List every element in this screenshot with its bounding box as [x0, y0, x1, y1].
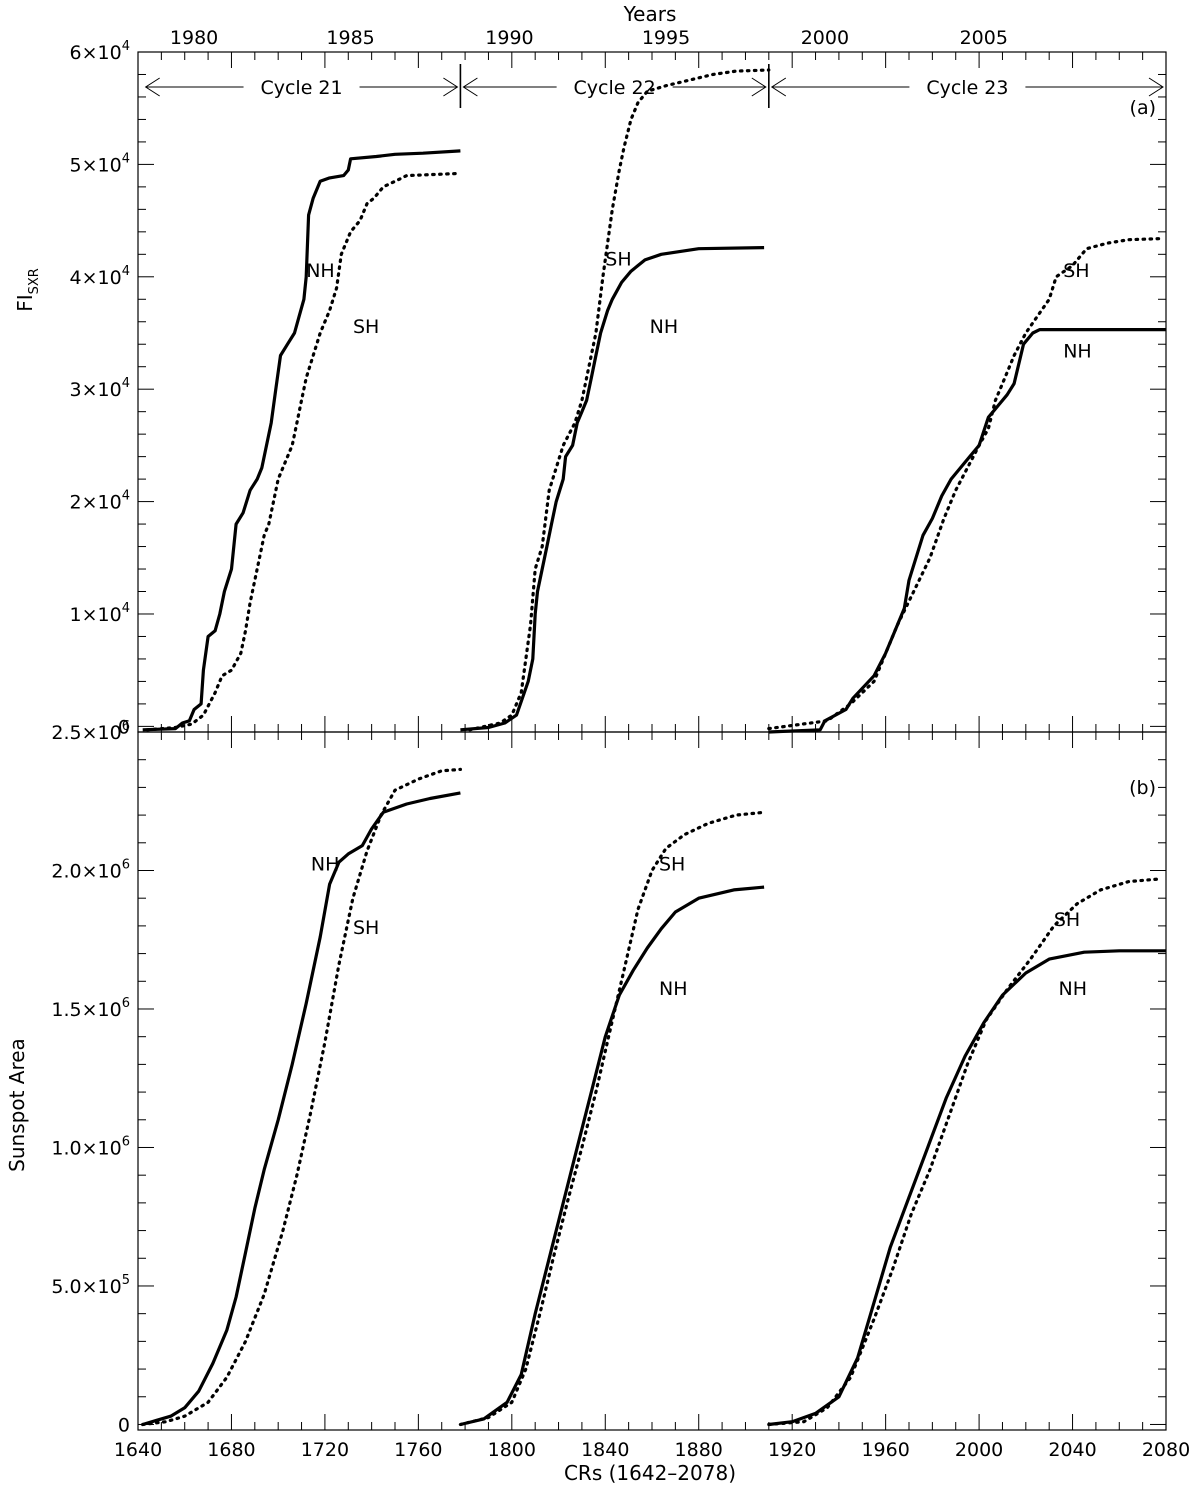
- xtick-label: 1840: [581, 1439, 629, 1461]
- series-sh-line-1: [141, 767, 462, 1427]
- ytick-label: 0: [118, 1414, 130, 1436]
- panel-a-label: (a): [1130, 97, 1156, 119]
- ytick-label: 6×104: [70, 39, 130, 64]
- series-sh-line-2: [468, 68, 771, 732]
- series-annotation: NH: [1059, 978, 1088, 1000]
- panel-a: 0 1×104 2×104 3×104 4×104 5×104 6×104 NH SH SH NH S…: [70, 39, 1167, 738]
- year-label: 2000: [801, 27, 849, 49]
- cycle-bracket: Cycle 22: [462, 77, 767, 99]
- ytick-label: 1×104: [70, 601, 130, 626]
- xtick-label: 2040: [1048, 1439, 1096, 1461]
- xtick-label: 1640: [114, 1439, 162, 1461]
- panel-b-frame: [137, 731, 1167, 1431]
- xtick-label: 1800: [488, 1439, 536, 1461]
- ytick-label: 2.0×106: [51, 857, 130, 882]
- cycle-bracket: Cycle 23: [770, 77, 1164, 99]
- cycle-label: Cycle 23: [926, 77, 1008, 99]
- series-annotation: SH: [1054, 909, 1080, 931]
- series-annotation: SH: [659, 853, 685, 875]
- series-nh-line-1: [142, 791, 461, 1427]
- panel-b: 0 5.0×105 1.0×106 1.5×106 2.0×106 2.5×106 NH SH…: [51, 719, 1167, 1436]
- ytick-label: 3×104: [70, 376, 130, 401]
- top-axis: 1980 1985 1990 1995 2000 2005: [170, 27, 1008, 49]
- top-axis-title: Years: [623, 2, 677, 26]
- xtick-label: 2080: [1142, 1439, 1190, 1461]
- bottom-axis-title: CRs (1642–2078): [564, 1461, 736, 1485]
- series-sh-line-1: [145, 171, 462, 732]
- year-label: 1980: [170, 27, 218, 49]
- series-annotation: SH: [605, 249, 631, 271]
- cycle-label: Cycle 21: [260, 77, 342, 99]
- series-annotation: SH: [353, 316, 379, 338]
- xtick-label: 2000: [955, 1439, 1003, 1461]
- cycle-label: Cycle 22: [574, 77, 656, 99]
- series-nh-line-3: [768, 328, 1166, 734]
- bottom-axis: 1640 1680 1720 1760 1800 1840 1880 1920 1960 2000…: [114, 1439, 1190, 1461]
- series-sh-line-2: [458, 810, 766, 1427]
- series-annotation: NH: [659, 978, 688, 1000]
- series-sh-line-3: [767, 877, 1163, 1427]
- ytick-label: 2×104: [70, 489, 130, 514]
- ytick-label: 1.0×106: [51, 1134, 130, 1159]
- year-label: 1995: [642, 27, 690, 49]
- ytick-label: 4×104: [70, 264, 130, 289]
- panel-a-ylabel: FISXR: [13, 268, 42, 312]
- panel-b-ylabel: Sunspot Area: [5, 1038, 29, 1172]
- series-nh-line-2: [460, 246, 765, 732]
- series-nh-line-3: [768, 949, 1166, 1427]
- cycle-bracket: Cycle 21: [144, 77, 459, 99]
- ytick-label: 1.5×106: [51, 996, 130, 1021]
- panel-b-label: (b): [1129, 777, 1156, 799]
- xtick-label: 1880: [675, 1439, 723, 1461]
- ytick-label: 0: [118, 716, 130, 738]
- panel-a-frame: [137, 51, 1167, 733]
- xtick-label: 1760: [394, 1439, 442, 1461]
- series-nh-line-2: [460, 885, 765, 1427]
- ytick-label: 5.0×105: [51, 1273, 130, 1298]
- series-annotation: NH: [306, 260, 335, 282]
- year-label: 1985: [326, 27, 374, 49]
- ytick-label: 2.5×106: [51, 719, 130, 744]
- series-annotation: NH: [311, 853, 340, 875]
- ytick-label: 5×104: [70, 151, 130, 176]
- year-label: 2005: [960, 27, 1008, 49]
- series-sh-line-3: [767, 237, 1163, 731]
- series-annotation: NH: [650, 316, 679, 338]
- series-annotation: NH: [1063, 341, 1092, 363]
- series-nh-line-1: [142, 149, 461, 732]
- xtick-label: 1680: [207, 1439, 255, 1461]
- xtick-label: 1720: [301, 1439, 349, 1461]
- series-annotation: SH: [353, 917, 379, 939]
- year-label: 1990: [485, 27, 533, 49]
- cycle-brackets: Cycle 21 Cycle 22 Cycle 23: [144, 64, 1164, 108]
- xtick-label: 1920: [768, 1439, 816, 1461]
- series-annotation: SH: [1063, 260, 1089, 282]
- xtick-label: 1960: [861, 1439, 909, 1461]
